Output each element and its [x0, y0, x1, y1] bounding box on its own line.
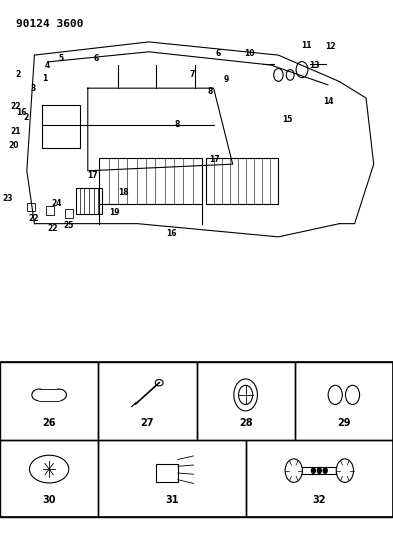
Bar — [0, 362, 393, 517]
Text: 16: 16 — [17, 108, 27, 117]
Text: 90124 3600: 90124 3600 — [16, 19, 83, 29]
Text: 11: 11 — [301, 41, 312, 50]
Text: 10: 10 — [244, 49, 255, 58]
Circle shape — [312, 468, 315, 473]
Bar — [246, 440, 393, 517]
Bar — [0, 362, 98, 440]
Text: 30: 30 — [42, 495, 56, 505]
Bar — [65, 209, 73, 218]
Bar — [156, 464, 178, 482]
Text: 8: 8 — [208, 87, 213, 96]
Text: 6: 6 — [94, 54, 99, 63]
Text: 12: 12 — [325, 42, 335, 51]
Text: 17: 17 — [87, 171, 98, 180]
Text: 18: 18 — [118, 188, 129, 197]
Text: 2: 2 — [15, 70, 20, 79]
Text: 22: 22 — [11, 102, 21, 111]
Text: 14: 14 — [323, 97, 333, 106]
Text: 13: 13 — [309, 61, 320, 69]
Circle shape — [323, 468, 327, 473]
Text: 5: 5 — [58, 54, 64, 63]
Bar — [196, 362, 295, 440]
Text: 26: 26 — [42, 418, 56, 428]
Text: 6: 6 — [215, 49, 221, 58]
Bar — [99, 158, 202, 204]
Text: 22: 22 — [28, 214, 39, 223]
Text: 23: 23 — [3, 195, 13, 204]
Bar — [46, 206, 54, 215]
Text: 20: 20 — [9, 141, 19, 150]
Text: 21: 21 — [11, 127, 21, 135]
Text: 8: 8 — [174, 120, 180, 129]
Text: 22: 22 — [48, 224, 58, 233]
Bar — [27, 203, 35, 212]
Bar — [295, 362, 393, 440]
Text: 16: 16 — [166, 229, 176, 238]
Text: 28: 28 — [239, 418, 252, 428]
Text: 17: 17 — [209, 155, 220, 164]
Text: 27: 27 — [141, 418, 154, 428]
Text: 19: 19 — [109, 207, 119, 216]
Bar — [0, 440, 98, 517]
Text: 31: 31 — [165, 495, 179, 505]
Bar — [39, 389, 59, 401]
Bar — [98, 362, 196, 440]
Text: 15: 15 — [282, 115, 292, 124]
Text: 29: 29 — [337, 418, 351, 428]
Text: 7: 7 — [190, 70, 195, 79]
Bar — [76, 188, 102, 214]
Text: 32: 32 — [312, 495, 326, 505]
Text: 2: 2 — [23, 114, 28, 123]
Text: 24: 24 — [52, 199, 62, 208]
Bar — [206, 158, 278, 204]
Text: 1: 1 — [42, 74, 48, 83]
Text: 4: 4 — [44, 61, 50, 69]
Bar — [98, 440, 246, 517]
Circle shape — [318, 468, 321, 473]
Text: 9: 9 — [223, 75, 229, 84]
Text: 25: 25 — [64, 221, 74, 230]
Text: 3: 3 — [31, 84, 36, 93]
